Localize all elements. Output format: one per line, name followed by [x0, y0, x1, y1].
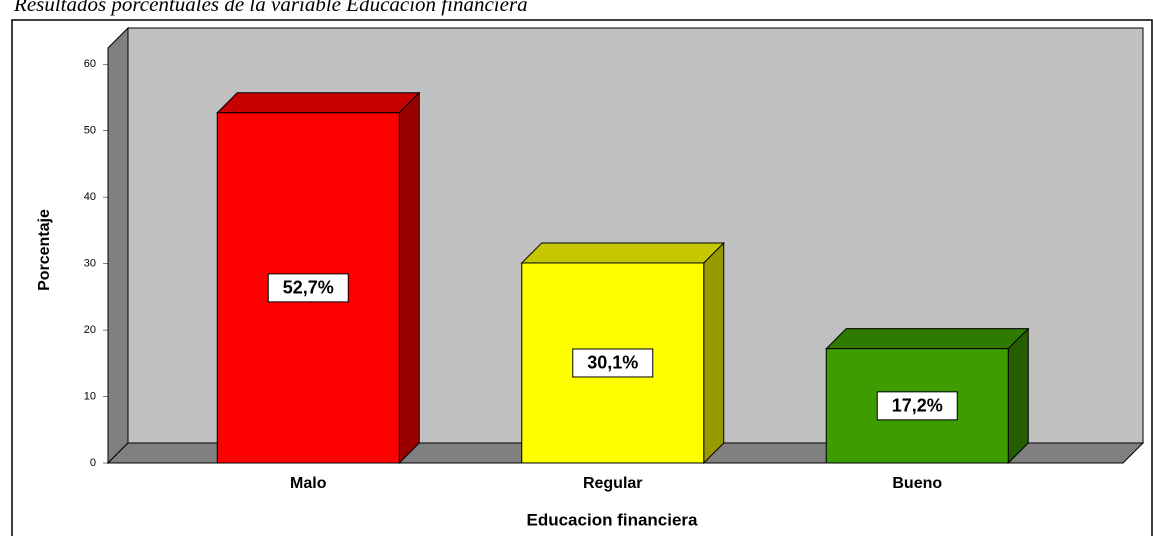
x-tick-label: Malo	[290, 475, 327, 492]
value-label: 17,2%	[892, 396, 943, 416]
bar-top	[216, 92, 421, 114]
bar-top	[520, 242, 725, 264]
y-tick-label: 60	[84, 58, 96, 70]
left-wall	[107, 26, 129, 465]
value-label-box	[267, 273, 349, 303]
x-tick-label: Bueno	[892, 475, 942, 492]
bar-side	[703, 241, 725, 465]
bar-top	[825, 328, 1030, 350]
y-tick-label: 0	[90, 457, 96, 469]
x-tick-label: Regular	[583, 475, 643, 492]
y-tick-label: 30	[84, 258, 96, 270]
value-label: 30,1%	[587, 353, 638, 373]
y-tick-label: 10	[84, 390, 96, 402]
value-label-box	[572, 348, 654, 378]
y-tick-label: 40	[84, 191, 96, 203]
chart-title: Resultados porcentuales de la variable E…	[13, 0, 528, 16]
y-axis-title: Porcentaje	[36, 209, 53, 291]
y-tick-label: 50	[84, 125, 96, 137]
bar-side	[398, 91, 420, 465]
y-tick-label: 20	[84, 324, 96, 336]
value-label-box	[876, 391, 958, 421]
bar-side	[1007, 327, 1029, 465]
x-axis-title: Educacion financiera	[527, 510, 699, 529]
value-label: 52,7%	[283, 278, 334, 298]
